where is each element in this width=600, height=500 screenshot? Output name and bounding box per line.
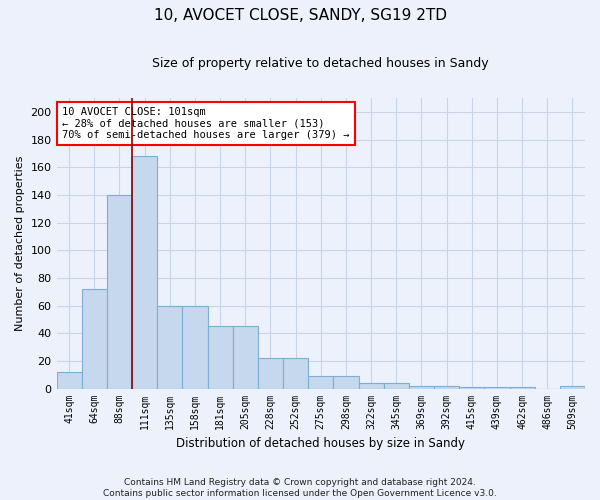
Bar bbox=[409, 386, 434, 388]
Bar bbox=[383, 383, 409, 388]
Bar bbox=[208, 326, 233, 388]
Bar bbox=[107, 195, 132, 388]
Text: 10, AVOCET CLOSE, SANDY, SG19 2TD: 10, AVOCET CLOSE, SANDY, SG19 2TD bbox=[154, 8, 446, 22]
Bar bbox=[308, 376, 334, 388]
Bar bbox=[509, 387, 535, 388]
Bar bbox=[459, 387, 484, 388]
Y-axis label: Number of detached properties: Number of detached properties bbox=[15, 156, 25, 331]
Bar bbox=[233, 326, 258, 388]
Bar bbox=[334, 376, 359, 388]
Bar bbox=[359, 383, 383, 388]
Bar bbox=[484, 387, 509, 388]
X-axis label: Distribution of detached houses by size in Sandy: Distribution of detached houses by size … bbox=[176, 437, 465, 450]
Bar bbox=[283, 358, 308, 388]
Bar bbox=[82, 289, 107, 388]
Bar bbox=[258, 358, 283, 388]
Bar bbox=[157, 306, 182, 388]
Bar bbox=[434, 386, 459, 388]
Title: Size of property relative to detached houses in Sandy: Size of property relative to detached ho… bbox=[152, 58, 489, 70]
Bar bbox=[56, 372, 82, 388]
Text: Contains HM Land Registry data © Crown copyright and database right 2024.
Contai: Contains HM Land Registry data © Crown c… bbox=[103, 478, 497, 498]
Text: 10 AVOCET CLOSE: 101sqm
← 28% of detached houses are smaller (153)
70% of semi-d: 10 AVOCET CLOSE: 101sqm ← 28% of detache… bbox=[62, 107, 349, 140]
Bar bbox=[182, 306, 208, 388]
Bar bbox=[132, 156, 157, 388]
Bar bbox=[560, 386, 585, 388]
